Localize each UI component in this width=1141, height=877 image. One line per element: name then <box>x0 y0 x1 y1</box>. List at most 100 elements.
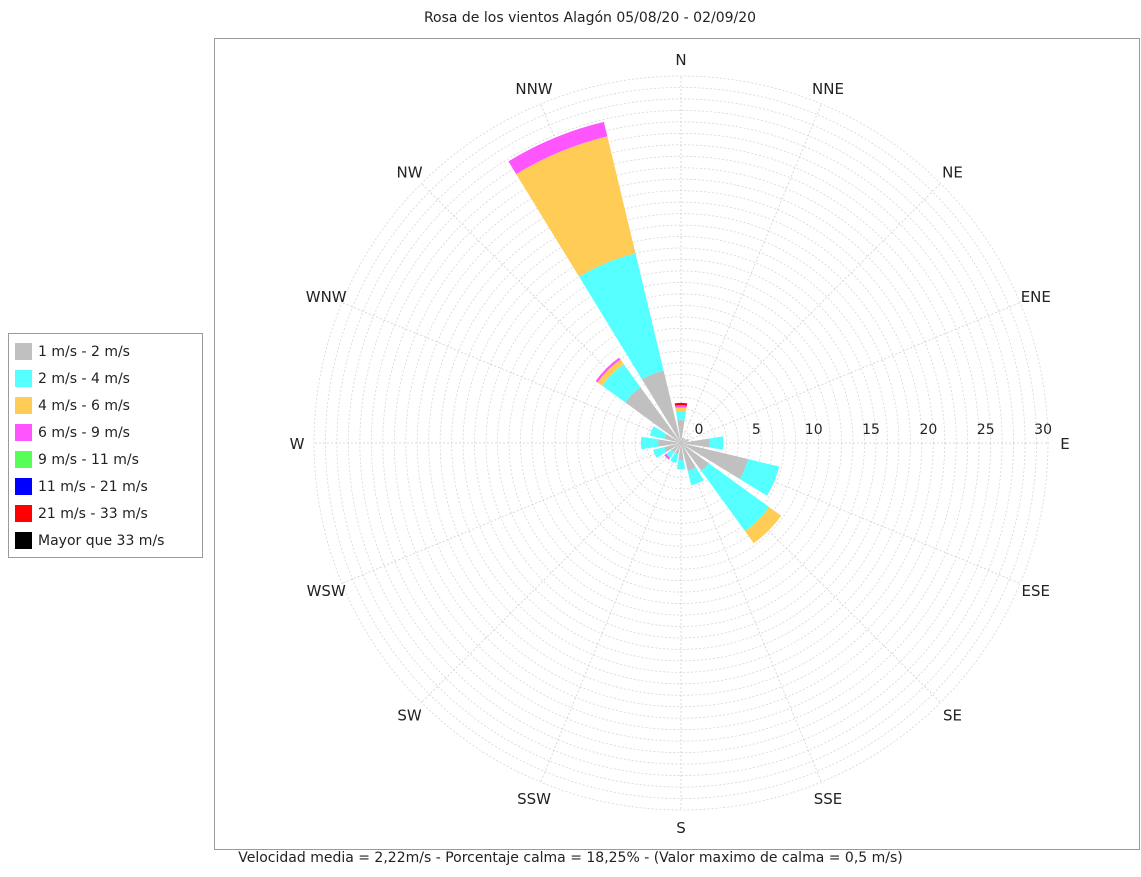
direction-label-w: W <box>290 435 305 453</box>
wedge-w <box>640 436 659 450</box>
direction-label-se: SE <box>943 707 962 725</box>
legend-item: 6 m/s - 9 m/s <box>9 419 202 446</box>
direction-label-ssw: SSW <box>517 790 551 808</box>
wedge-n <box>675 405 687 408</box>
legend-item: 1 m/s - 2 m/s <box>9 338 202 365</box>
wedge-sse <box>687 467 704 486</box>
direction-label-nne: NNE <box>812 80 844 98</box>
wedge-nw <box>602 364 641 403</box>
radial-tick-label: 25 <box>977 422 995 438</box>
legend-swatch <box>15 397 32 414</box>
grid-circle <box>416 178 946 708</box>
grid-spoke <box>421 442 682 703</box>
radial-tick-label: 5 <box>752 422 761 438</box>
direction-label-ne: NE <box>942 164 963 182</box>
wedge-nnw <box>579 253 664 380</box>
legend-label: 1 m/s - 2 m/s <box>38 343 130 360</box>
wedge-nnw <box>642 370 681 443</box>
direction-label-sw: SW <box>397 707 422 725</box>
direction-label-wnw: WNW <box>306 288 347 306</box>
legend-label: 21 m/s - 33 m/s <box>38 505 148 522</box>
legend-item: 4 m/s - 6 m/s <box>9 392 202 419</box>
radial-tick-label: 15 <box>862 422 880 438</box>
grid-circle <box>497 259 865 627</box>
wedge-ne <box>681 438 686 443</box>
grid-circle <box>474 236 888 650</box>
wedge-e <box>681 438 710 448</box>
legend-label: 9 m/s - 11 m/s <box>38 451 139 468</box>
wedge-wsw <box>653 447 667 458</box>
legend-item: 21 m/s - 33 m/s <box>9 500 202 527</box>
grid-circle <box>577 339 785 547</box>
wedge-sw <box>666 449 675 458</box>
direction-label-nnw: NNW <box>515 80 552 98</box>
wedge-se <box>701 463 770 532</box>
grid-circle <box>554 316 808 570</box>
wedge-ssw <box>675 443 681 455</box>
wedge-nw <box>625 387 681 443</box>
wedge-e <box>709 436 724 450</box>
legend-swatch <box>15 424 32 441</box>
wedge-wnw <box>664 434 681 443</box>
radial-grid <box>313 75 1049 811</box>
direction-labels: N NNE NE ENE E ESE SE SSE S SSW SW WSW W WNW NW NNW <box>290 51 1070 837</box>
grid-spoke <box>680 442 822 783</box>
grid-circle <box>588 350 774 536</box>
wedge-w <box>658 439 681 447</box>
legend-label: 6 m/s - 9 m/s <box>38 424 130 441</box>
legend-item: 11 m/s - 21 m/s <box>9 473 202 500</box>
radial-tick-labels: 0 5 10 15 20 25 30 <box>695 422 1052 438</box>
grid-spoke <box>341 302 682 444</box>
grid-circle <box>405 167 957 719</box>
grid-spoke <box>680 302 1021 444</box>
radial-tick-label: 0 <box>695 422 704 438</box>
legend-item: 2 m/s - 4 m/s <box>9 365 202 392</box>
wedge-nw <box>595 357 621 383</box>
wedge-n <box>675 407 687 412</box>
wedge-sse <box>681 443 696 471</box>
chart-title: Rosa de los vientos Alagón 05/08/20 - 02… <box>423 10 757 26</box>
direction-label-nw: NW <box>396 164 422 182</box>
wedge-ese <box>739 459 780 496</box>
radial-tick-label: 30 <box>1034 422 1052 438</box>
legend-swatch <box>15 343 32 360</box>
legend-swatch <box>15 451 32 468</box>
grid-circle <box>565 327 797 559</box>
legend-swatch <box>15 532 32 549</box>
wedge-sw <box>664 453 671 460</box>
wedge-wnw <box>649 426 667 439</box>
plot-area <box>214 38 1140 850</box>
radial-tick-label: 20 <box>919 422 937 438</box>
wedge-s <box>676 459 686 470</box>
grid-spoke <box>680 103 822 444</box>
direction-label-n: N <box>675 51 686 69</box>
chart-footer: Velocidad media = 2,22m/s - Porcentaje c… <box>238 850 903 866</box>
direction-label-s: S <box>676 819 686 837</box>
direction-label-wsw: WSW <box>307 582 346 600</box>
wedge-nnw <box>516 136 636 277</box>
wedge-nne <box>681 437 684 443</box>
grid-circle <box>313 75 1049 811</box>
wedge-se <box>745 507 782 544</box>
grid-spoke <box>540 442 682 783</box>
wedge-ese <box>681 443 748 479</box>
wedge-sw <box>671 443 681 453</box>
legend-item: Mayor que 33 m/s <box>9 527 202 554</box>
grid-spoke <box>680 183 941 444</box>
legend: 1 m/s - 2 m/s 2 m/s - 4 m/s 4 m/s - 6 m/s 6… <box>8 333 203 558</box>
direction-label-e: E <box>1060 435 1069 453</box>
direction-label-ene: ENE <box>1021 288 1051 306</box>
direction-label-sse: SSE <box>814 790 843 808</box>
wedge-ssw <box>670 452 679 464</box>
grid-spoke <box>341 442 682 584</box>
wedge-se <box>681 443 709 471</box>
wedge-wsw <box>664 443 681 452</box>
grid-circle <box>393 155 969 731</box>
radial-tick-label: 10 <box>805 422 823 438</box>
legend-label: 4 m/s - 6 m/s <box>38 397 130 414</box>
grid-circle <box>382 144 980 742</box>
grid-circle <box>485 247 877 639</box>
legend-label: 11 m/s - 21 m/s <box>38 478 148 495</box>
legend-swatch <box>15 370 32 387</box>
